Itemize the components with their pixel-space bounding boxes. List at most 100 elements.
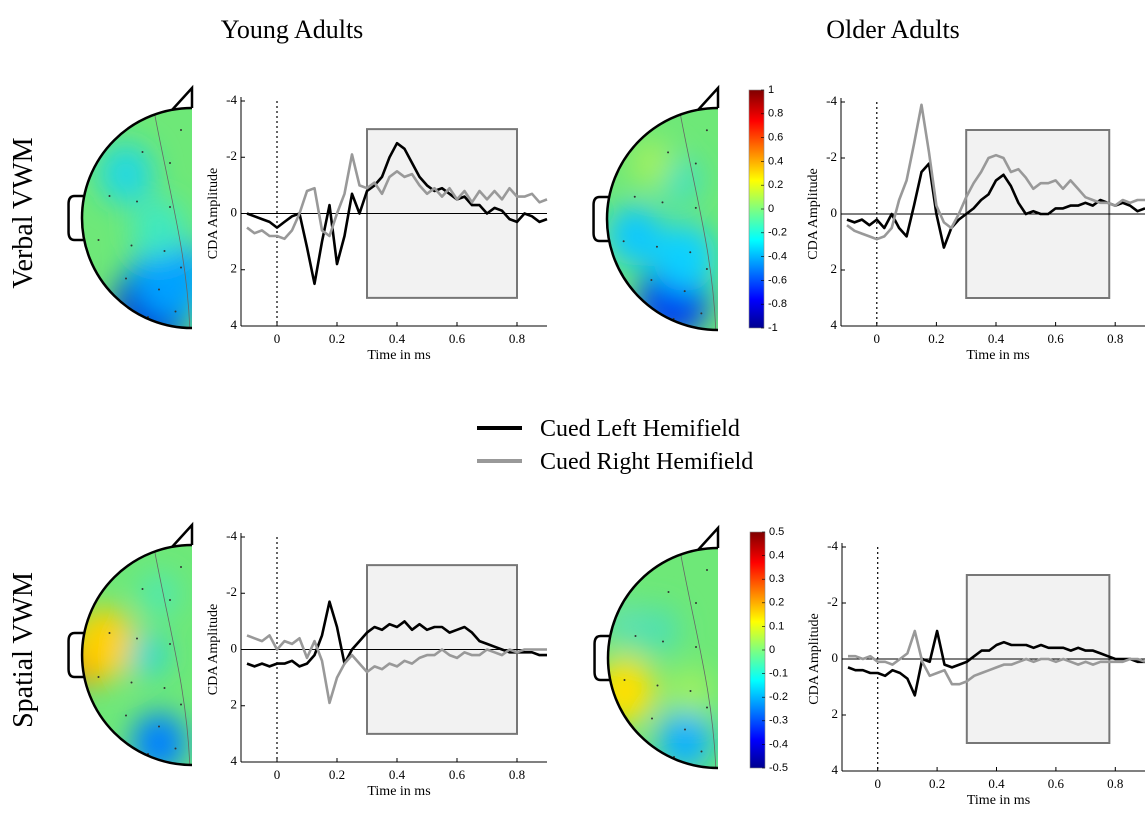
colorbar-tick-label: 0 [769,644,775,656]
x-axis-label: Time in ms [966,348,1029,363]
x-tick-label: 0.6 [1047,331,1064,346]
electrode [141,151,144,153]
x-tick-label: 0.4 [988,331,1005,346]
x-tick-label: 0 [874,331,881,346]
x-tick-label: 0.6 [1048,776,1065,791]
column-title: Young Adults [221,15,364,44]
electrode [97,676,100,678]
y-tick-label: 4 [831,317,838,332]
electrode [130,681,133,684]
electrode [174,747,177,750]
y-tick-label: 4 [231,317,238,332]
y-tick-label: -2 [827,594,838,609]
electrode [695,646,697,648]
colorbar-tick-label: 0.4 [769,550,784,562]
series-line [848,629,1145,686]
ear [67,194,85,242]
electrode [180,266,182,269]
y-tick-label: 2 [831,261,838,276]
row-label: Spatial VWM [8,572,39,728]
nose [171,521,194,548]
electrode [125,277,127,280]
colorbar-tick-label: -0.5 [769,762,788,774]
electrode [689,251,692,254]
ear [67,631,85,679]
electrode [651,717,653,720]
series-line [246,600,547,668]
x-tick-label: 0.2 [329,767,345,782]
x-tick-label: 0.2 [929,776,945,791]
ear [592,195,610,243]
head-outline [606,546,719,770]
electrode [623,679,626,681]
nose [697,524,720,551]
electrode [700,750,703,753]
x-axis-label: Time in ms [967,793,1030,808]
electrode [169,162,171,164]
electrode [108,632,111,634]
topo-blob [128,633,168,677]
electrode [163,250,166,252]
legend-label: Cued Right Hemifield [540,449,753,475]
electrode [125,714,127,717]
electrode [141,588,144,590]
topo-blob [629,139,674,188]
nose [697,84,720,111]
x-tick-label: 0.6 [449,767,466,782]
contour [678,108,717,330]
colorbar-tick-label: 0.8 [768,108,783,120]
x-tick-label: 0 [274,331,281,346]
colorbar-tick-label: -0.4 [768,251,787,263]
y-tick-label: -4 [827,538,838,553]
colorbar-tick-label: -0.2 [769,691,788,703]
colorbar-tick-label: 0.1 [769,620,784,632]
electrode [130,244,133,247]
colorbar-tick-label: 0 [768,203,774,215]
y-tick-label: -2 [226,148,237,163]
x-tick-label: 0.8 [509,767,525,782]
electrode [700,312,703,315]
electrode [158,725,160,728]
electrode [158,288,160,291]
y-axis-label: CDA Amplitude [806,168,821,259]
topo-blob [635,606,680,655]
electrode [622,240,625,243]
x-tick-label: 0.8 [1107,776,1123,791]
electrode [706,569,708,571]
electrode [689,690,692,692]
topo-blob [82,607,137,681]
column-title: Older Adults [826,15,960,44]
legend-label: Cued Left Hemifield [540,416,740,442]
x-axis-label: Time in ms [367,784,430,799]
row-label: Verbal VWM [8,137,39,288]
ear [593,634,611,682]
contour [153,108,191,328]
y-tick-label: 0 [231,204,238,219]
colorbar-tick-label: 0.3 [769,573,784,585]
electrode [108,195,111,197]
x-tick-label: 0.6 [449,331,466,346]
electrode [634,635,637,637]
head-outline [80,543,193,767]
series-line [846,103,1145,241]
electrode [180,129,182,131]
colorbar-tick-label: 0.2 [769,597,784,609]
topo-blob [98,143,154,205]
x-tick-label: 0.4 [389,767,406,782]
series-line [246,634,547,705]
y-tick-label: 0 [832,650,839,665]
head-outline [80,106,193,330]
legend: Cued Left Hemifield Cued Right Hemifield [477,416,753,475]
y-tick-label: -4 [826,93,837,108]
x-axis-label: Time in ms [367,348,430,363]
y-axis-label: CDA Amplitude [807,613,822,704]
electrode [667,591,670,593]
x-tick-label: 0 [274,767,281,782]
series-line [847,629,1145,697]
x-tick-label: 0 [874,776,881,791]
series-line [846,162,1145,249]
y-tick-label: -4 [226,528,237,543]
x-tick-label: 0.4 [389,331,406,346]
contour [679,548,717,768]
